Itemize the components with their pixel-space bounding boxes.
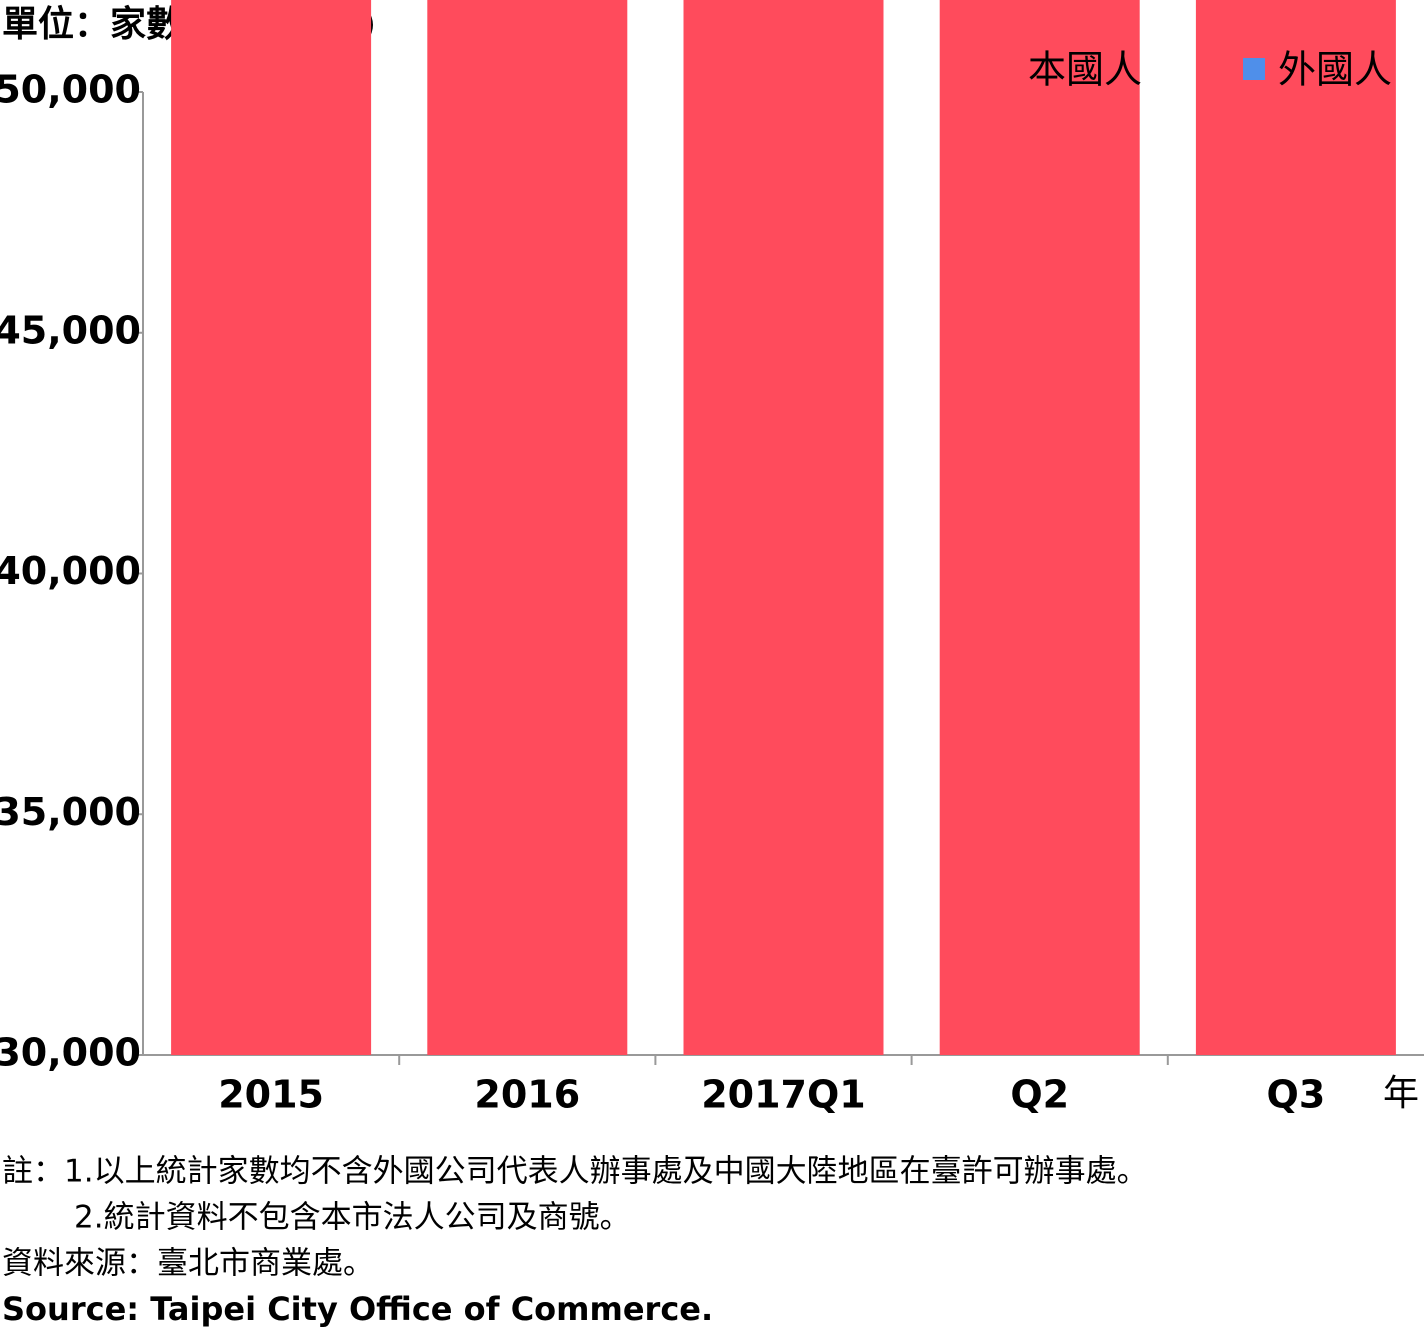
x-tick-label: Q3 (1267, 1073, 1326, 1117)
bar-segment (939, 0, 1140, 1055)
legend-label: 外國人 (1278, 48, 1392, 92)
x-tick-label: Q2 (1010, 1073, 1069, 1117)
legend-label: 本國人 (1028, 48, 1142, 92)
y-tick-label: 50,000 (0, 68, 141, 112)
bar-segment (427, 0, 628, 1056)
x-tick-label: 2016 (474, 1073, 580, 1117)
y-tick-label: 30,000 (0, 1031, 141, 1075)
y-tick-label: 40,000 (0, 549, 141, 593)
legend-swatch (1243, 58, 1265, 80)
bar-segment (683, 0, 884, 1055)
note: 資料來源：臺北市商業處。 (2, 1246, 374, 1282)
note: Source: Taipei City Office of Commerce. (2, 1290, 713, 1328)
bar-segment (1195, 0, 1396, 1055)
y-tick-label: 35,000 (0, 790, 141, 834)
x-tick-label: 2017Q1 (701, 1073, 866, 1117)
bar-segment (171, 0, 372, 1055)
y-tick-label: 45,000 (0, 308, 141, 352)
x-tick-label: 2015 (218, 1073, 324, 1117)
x-unit: 年 (1383, 1073, 1419, 1114)
note: 2.統計資料不包含本市法人公司及商號。 (74, 1200, 631, 1236)
note: 註：1.以上統計家數均不含外國公司代表人辦事處及中國大陸地區在臺許可辦事處。 (2, 1154, 1148, 1190)
legend-swatch (993, 58, 1015, 80)
